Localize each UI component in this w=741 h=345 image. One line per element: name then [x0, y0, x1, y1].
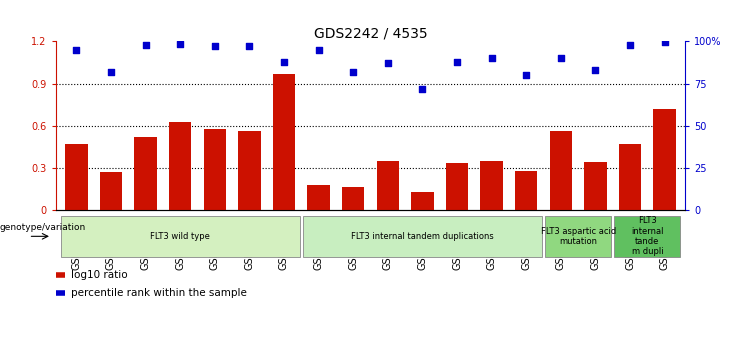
Bar — [134, 137, 157, 210]
Text: percentile rank within the sample: percentile rank within the sample — [71, 288, 247, 298]
Bar — [376, 161, 399, 210]
Bar — [550, 131, 572, 210]
Point — [659, 39, 671, 45]
Bar — [303, 216, 542, 257]
Bar — [61, 216, 299, 257]
Text: genotype/variation: genotype/variation — [0, 223, 86, 232]
Text: log10 ratio: log10 ratio — [71, 270, 128, 279]
Text: FLT3 aspartic acid
mutation: FLT3 aspartic acid mutation — [540, 227, 616, 246]
Point — [209, 44, 221, 49]
Point — [416, 86, 428, 91]
Bar — [545, 216, 611, 257]
Bar — [584, 162, 607, 210]
Bar — [273, 74, 295, 210]
Bar — [654, 109, 676, 210]
Bar — [619, 144, 641, 210]
Bar — [446, 162, 468, 210]
Point — [555, 56, 567, 61]
Bar — [411, 192, 433, 210]
Bar — [308, 185, 330, 210]
Bar — [204, 129, 226, 210]
Point — [485, 56, 497, 61]
Point — [244, 43, 256, 48]
Point — [139, 42, 151, 48]
Bar — [342, 187, 365, 210]
Text: FLT3 wild type: FLT3 wild type — [150, 232, 210, 241]
Title: GDS2242 / 4535: GDS2242 / 4535 — [313, 26, 428, 40]
Point — [451, 59, 463, 65]
Point — [520, 72, 532, 78]
Bar — [65, 144, 87, 210]
Bar — [100, 172, 122, 210]
Bar — [480, 161, 503, 210]
Point — [70, 47, 82, 52]
Text: FLT3 internal tandem duplications: FLT3 internal tandem duplications — [351, 232, 494, 241]
Text: FLT3
internal
tande
m dupli: FLT3 internal tande m dupli — [631, 216, 664, 256]
Point — [624, 42, 636, 48]
Point — [278, 59, 290, 65]
Bar — [238, 131, 261, 210]
Bar — [515, 171, 537, 210]
Point — [382, 60, 393, 65]
Bar — [614, 216, 680, 257]
Bar — [169, 122, 191, 210]
Point — [348, 69, 359, 75]
Point — [105, 69, 117, 75]
Point — [174, 41, 186, 47]
Point — [590, 67, 602, 73]
Point — [313, 47, 325, 52]
